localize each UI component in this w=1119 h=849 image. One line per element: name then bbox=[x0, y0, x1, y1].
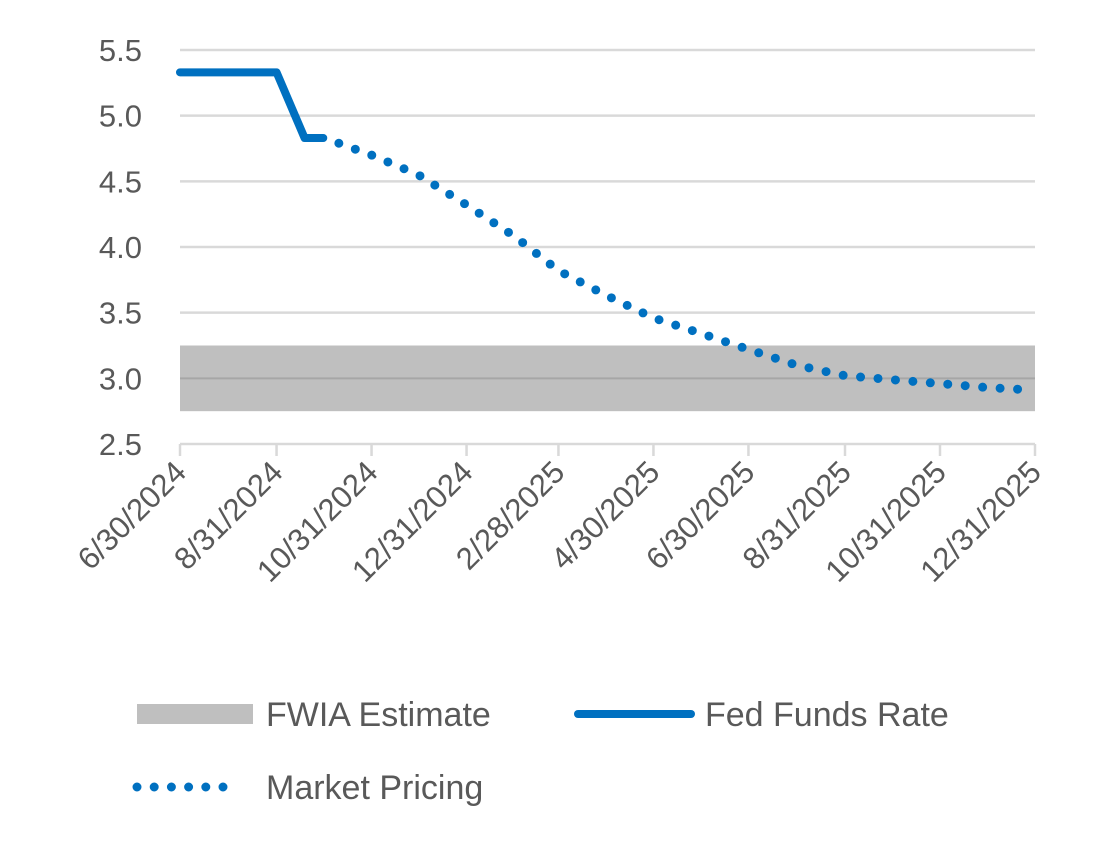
y-tick-label: 2.5 bbox=[99, 427, 142, 462]
fwia-band bbox=[180, 345, 1035, 412]
legend-label-fed-funds: Fed Funds Rate bbox=[705, 696, 949, 734]
gridlines bbox=[180, 48, 1035, 380]
y-tick-label: 3.5 bbox=[99, 296, 142, 331]
series-lines bbox=[176, 68, 1040, 395]
fed-funds-rate-line bbox=[176, 68, 328, 142]
y-tick-label: 3.0 bbox=[99, 361, 142, 396]
legend-label-fwia: FWIA Estimate bbox=[266, 696, 491, 734]
legend-label-market-pricing: Market Pricing bbox=[266, 769, 483, 807]
market-pricing-line bbox=[334, 138, 1040, 395]
y-tick-label: 4.5 bbox=[99, 164, 142, 199]
y-tick-label: 5.5 bbox=[99, 33, 142, 68]
legend: FWIA Estimate Fed Funds Rate Market Pricin… bbox=[132, 696, 949, 807]
y-tick-label: 4.0 bbox=[99, 230, 142, 265]
legend-swatch-fwia bbox=[137, 704, 253, 724]
y-tick-label: 5.0 bbox=[99, 99, 142, 134]
